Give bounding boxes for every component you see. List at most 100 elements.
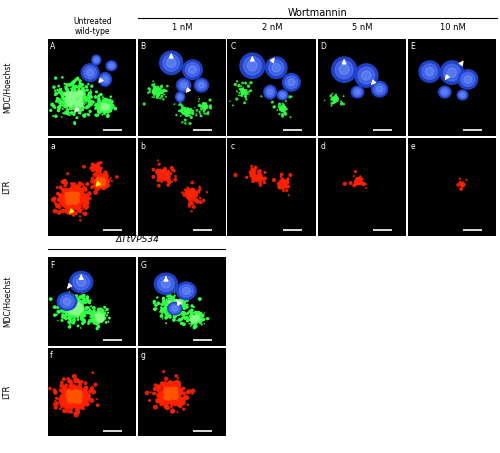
- Point: [96, 179, 104, 187]
- Point: [98, 173, 106, 181]
- Point: [82, 100, 90, 107]
- Point: [59, 303, 67, 310]
- Point: [67, 309, 75, 316]
- Point: [149, 82, 157, 89]
- Point: [58, 388, 66, 395]
- Point: [68, 192, 76, 199]
- Point: [186, 313, 194, 321]
- Point: [68, 307, 76, 314]
- Point: [100, 184, 108, 191]
- Point: [54, 400, 62, 407]
- Point: [162, 385, 170, 392]
- Point: [75, 397, 83, 405]
- Point: [202, 104, 210, 111]
- Point: [72, 300, 80, 308]
- Point: [166, 398, 174, 405]
- Point: [77, 303, 85, 310]
- Text: F: F: [50, 261, 54, 270]
- Point: [70, 395, 78, 402]
- Point: [166, 307, 174, 314]
- Point: [166, 392, 174, 400]
- Point: [70, 395, 78, 402]
- Point: [58, 302, 66, 309]
- Point: [254, 173, 262, 181]
- Point: [154, 87, 162, 94]
- Point: [462, 176, 470, 183]
- Point: [76, 193, 84, 200]
- Point: [67, 404, 75, 411]
- Point: [172, 392, 180, 400]
- Point: [232, 81, 239, 88]
- Point: [69, 393, 77, 400]
- Point: [72, 312, 80, 319]
- Point: [162, 394, 170, 401]
- Point: [63, 92, 71, 99]
- Point: [58, 393, 66, 400]
- Point: [75, 109, 83, 116]
- Point: [80, 112, 88, 120]
- Point: [96, 309, 104, 316]
- Point: [154, 166, 162, 173]
- Point: [64, 298, 72, 305]
- Point: [77, 88, 85, 96]
- Point: [74, 90, 82, 97]
- Point: [81, 386, 89, 394]
- Point: [78, 378, 86, 385]
- Point: [74, 398, 82, 405]
- Ellipse shape: [353, 88, 362, 96]
- Point: [170, 392, 178, 399]
- Point: [52, 91, 60, 98]
- Point: [69, 307, 77, 314]
- Point: [94, 163, 102, 170]
- Point: [64, 204, 72, 211]
- Point: [78, 100, 86, 107]
- Point: [72, 92, 80, 100]
- Point: [171, 390, 179, 397]
- Point: [61, 394, 69, 401]
- Point: [154, 157, 162, 164]
- Point: [242, 95, 250, 102]
- Point: [164, 173, 172, 180]
- Point: [92, 182, 100, 189]
- Point: [68, 201, 76, 208]
- Point: [166, 301, 174, 308]
- Point: [76, 89, 84, 96]
- Point: [70, 190, 78, 198]
- Point: [72, 389, 80, 396]
- Point: [187, 189, 195, 197]
- Point: [170, 388, 178, 395]
- Point: [192, 316, 200, 323]
- Point: [72, 90, 80, 97]
- Point: [60, 386, 68, 393]
- Point: [62, 400, 70, 408]
- Point: [80, 292, 88, 299]
- Point: [236, 90, 244, 97]
- Point: [65, 396, 73, 404]
- Point: [76, 391, 84, 398]
- Point: [356, 176, 364, 183]
- Point: [68, 394, 76, 401]
- Point: [331, 97, 339, 104]
- Point: [77, 307, 85, 314]
- Point: [174, 386, 182, 393]
- Point: [192, 112, 200, 119]
- Point: [56, 98, 64, 106]
- Point: [92, 164, 100, 171]
- Point: [94, 316, 102, 323]
- Point: [152, 89, 160, 96]
- Point: [250, 172, 258, 179]
- Point: [104, 182, 112, 189]
- Point: [88, 317, 96, 324]
- Point: [176, 98, 184, 106]
- Point: [279, 106, 287, 113]
- Point: [196, 311, 204, 318]
- Point: [192, 314, 200, 321]
- Point: [160, 299, 168, 306]
- Point: [64, 391, 72, 398]
- Point: [164, 300, 172, 307]
- Point: [70, 386, 78, 394]
- Point: [330, 95, 338, 102]
- Point: [188, 188, 196, 196]
- Point: [70, 95, 78, 102]
- Point: [76, 100, 84, 107]
